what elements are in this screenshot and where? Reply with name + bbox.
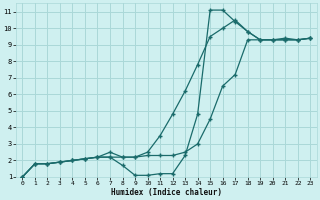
X-axis label: Humidex (Indice chaleur): Humidex (Indice chaleur) xyxy=(111,188,222,197)
